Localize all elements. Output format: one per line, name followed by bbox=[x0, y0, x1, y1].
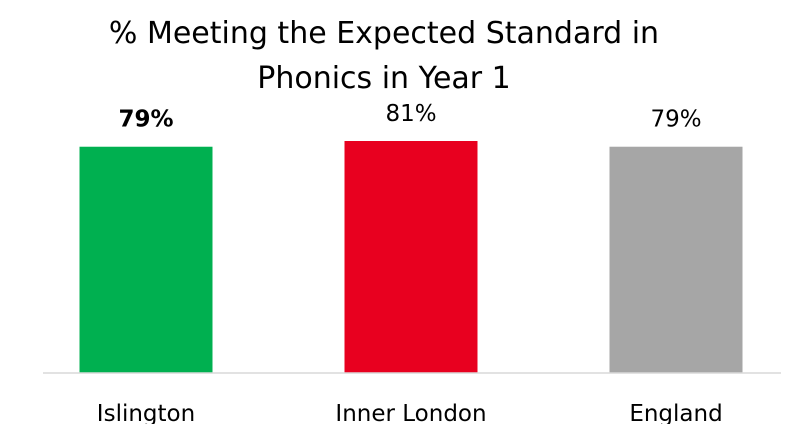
labels-group: 79% Islington 81% Inner London 79% England bbox=[97, 101, 723, 424]
category-label-islington: Islington bbox=[97, 401, 195, 424]
bar-england bbox=[609, 146, 743, 373]
category-label-inner-london: Inner London bbox=[335, 401, 486, 424]
bar-inner-london bbox=[344, 141, 478, 373]
category-label-england: England bbox=[629, 401, 722, 424]
bars-group bbox=[79, 141, 743, 373]
data-label-inner-london: 81% bbox=[385, 101, 436, 127]
chart-title-line-2: Phonics in Year 1 bbox=[257, 61, 511, 96]
chart-title-line-1: % Meeting the Expected Standard in bbox=[109, 16, 659, 51]
data-label-islington: 79% bbox=[118, 107, 173, 133]
bar-islington bbox=[79, 146, 213, 373]
data-label-england: 79% bbox=[650, 107, 701, 133]
